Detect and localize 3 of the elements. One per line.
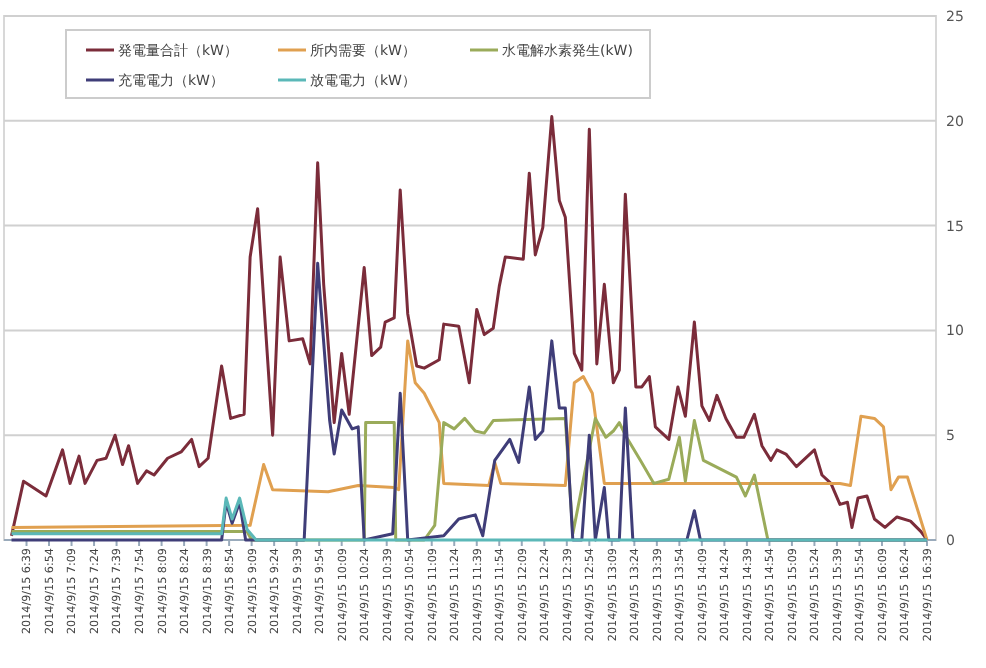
line-series bbox=[10, 496, 929, 542]
line-series bbox=[10, 339, 929, 542]
line-series bbox=[10, 115, 929, 542]
